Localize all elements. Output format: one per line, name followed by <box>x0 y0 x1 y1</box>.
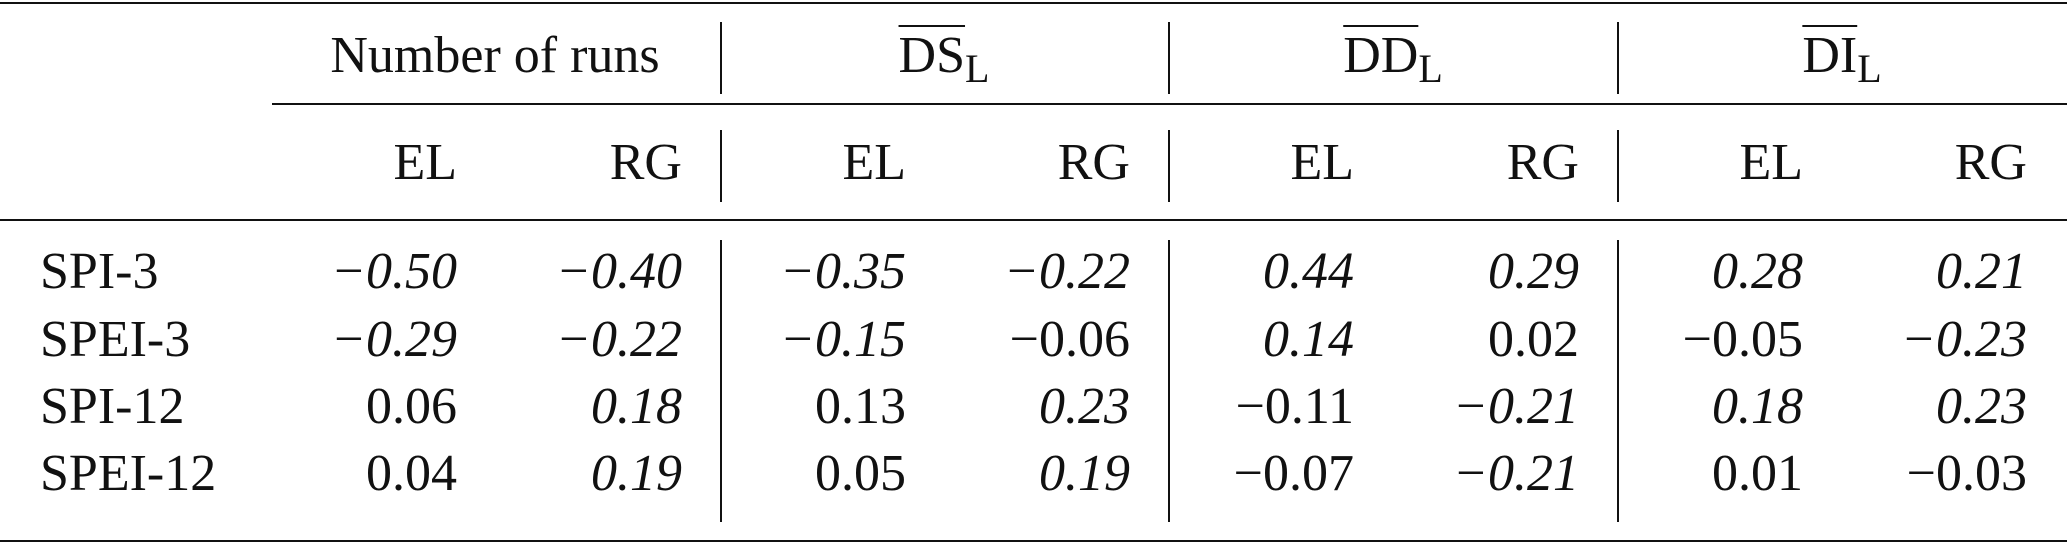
group-header-ds: DSL <box>898 26 990 91</box>
separator-2b <box>1168 130 1170 202</box>
table-cell: −0.07 <box>1233 445 1354 502</box>
sub-header: RG <box>1057 134 1130 191</box>
table-cell: −0.50 <box>330 243 457 300</box>
dd-label: DD <box>1343 27 1419 84</box>
separator-1a <box>720 22 722 94</box>
top-rule <box>0 2 2067 4</box>
separator-2a <box>1168 22 1170 94</box>
table-cell: 0.18 <box>591 378 682 435</box>
table-cell: 0.13 <box>815 378 906 435</box>
table-cell: 0.23 <box>1039 378 1130 435</box>
sub-header: EL <box>842 134 906 191</box>
table-cell: 0.29 <box>1488 243 1579 300</box>
table-cell: 0.21 <box>1936 243 2027 300</box>
header-rule <box>0 219 2067 221</box>
table-cell: 0.04 <box>366 445 457 502</box>
dd-subscript: L <box>1418 46 1443 91</box>
table-cell: 0.01 <box>1712 445 1803 502</box>
separator-2c <box>1168 240 1170 522</box>
row-label: SPI-12 <box>40 378 185 435</box>
separator-3b <box>1617 130 1619 202</box>
row-label: SPEI-12 <box>40 445 217 502</box>
separator-3a <box>1617 22 1619 94</box>
table-cell: −0.15 <box>779 311 906 368</box>
group-header-di: DIL <box>1802 26 1882 91</box>
table-cell: 0.23 <box>1936 378 2027 435</box>
table-cell: −0.22 <box>1003 243 1130 300</box>
sub-header: RG <box>609 134 682 191</box>
table-cell: −0.29 <box>330 311 457 368</box>
group-header-dd: DDL <box>1343 26 1443 91</box>
table-cell: −0.23 <box>1900 311 2027 368</box>
table-cell: 0.18 <box>1712 378 1803 435</box>
separator-1c <box>720 240 722 522</box>
table-cell: 0.05 <box>815 445 906 502</box>
table-cell: −0.21 <box>1452 445 1579 502</box>
table-cell: −0.35 <box>779 243 906 300</box>
table-cell: −0.11 <box>1235 378 1354 435</box>
table-cell: 0.06 <box>366 378 457 435</box>
table-cell: 0.02 <box>1488 311 1579 368</box>
ds-subscript: L <box>965 46 990 91</box>
sub-header: EL <box>1739 134 1803 191</box>
table-cell: 0.28 <box>1712 243 1803 300</box>
row-label: SPI-3 <box>40 243 159 300</box>
di-subscript: L <box>1857 46 1882 91</box>
sub-header: EL <box>393 134 457 191</box>
table-cell: −0.06 <box>1009 311 1130 368</box>
sub-header: RG <box>1506 134 1579 191</box>
di-label: DI <box>1802 27 1858 84</box>
ds-label: DS <box>898 27 966 84</box>
table-cell: 0.19 <box>591 445 682 502</box>
table-cell: 0.44 <box>1263 243 1354 300</box>
table-cell: −0.21 <box>1452 378 1579 435</box>
group-header-runs: Number of runs <box>330 27 660 84</box>
separator-1b <box>720 130 722 202</box>
table-cell: −0.22 <box>555 311 682 368</box>
bottom-rule <box>0 540 2067 542</box>
row-label: SPEI-3 <box>40 311 191 368</box>
separator-3c <box>1617 240 1619 522</box>
table-cell: 0.14 <box>1263 311 1354 368</box>
sub-header: RG <box>1954 134 2027 191</box>
table-cell: −0.40 <box>555 243 682 300</box>
table-cell: 0.19 <box>1039 445 1130 502</box>
table-cell: −0.03 <box>1906 445 2027 502</box>
group-header-rule <box>272 103 2067 105</box>
sub-header: EL <box>1290 134 1354 191</box>
table-cell: −0.05 <box>1682 311 1803 368</box>
